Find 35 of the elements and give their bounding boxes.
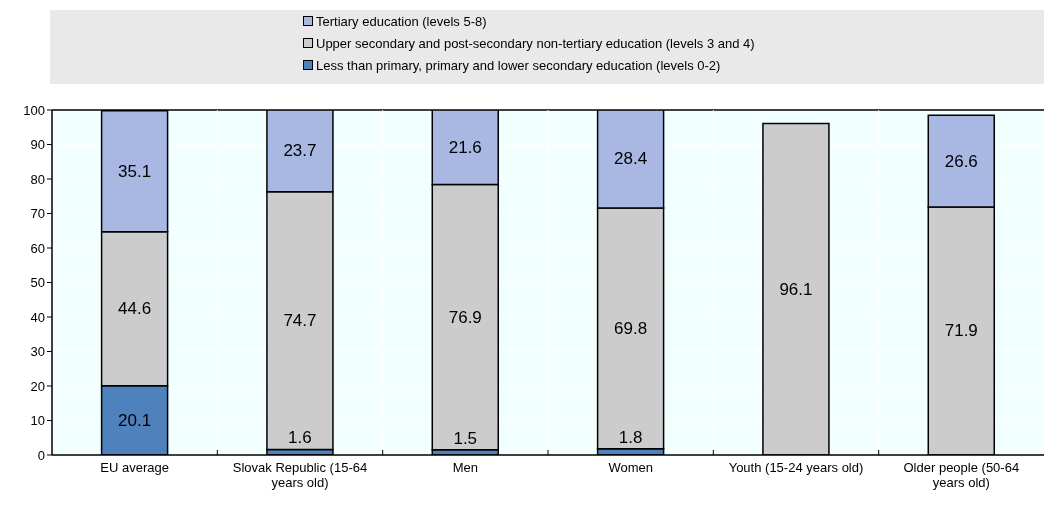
data-label: 1.5 xyxy=(453,428,478,448)
data-label: 21.6 xyxy=(448,137,482,157)
x-tick-label: Youth (15-24 years old) xyxy=(728,460,864,476)
data-label: 96.1 xyxy=(779,279,813,299)
data-label: 35.1 xyxy=(118,161,152,181)
data-label: 26.6 xyxy=(944,151,978,171)
data-label: 71.9 xyxy=(944,321,978,341)
data-label: 44.6 xyxy=(118,299,152,319)
data-label: 23.7 xyxy=(283,141,317,161)
x-tick-label: EU average xyxy=(100,460,169,476)
data-label: 28.4 xyxy=(614,149,648,169)
y-tick-label: 20 xyxy=(30,378,45,394)
data-label: 69.8 xyxy=(614,318,648,338)
y-tick-label: 90 xyxy=(30,137,45,153)
data-label: 76.9 xyxy=(448,307,482,327)
y-tick-label: 10 xyxy=(30,413,45,429)
y-tick-label: 70 xyxy=(30,206,45,222)
y-tick-label: 60 xyxy=(30,240,45,256)
data-label: 20.1 xyxy=(118,410,152,430)
x-tick-label: Older people (50-64 years old) xyxy=(903,460,1020,491)
data-label: 74.7 xyxy=(283,311,317,331)
y-tick-label: 30 xyxy=(30,344,45,360)
x-tick-label: Women xyxy=(608,460,653,476)
data-label: 1.6 xyxy=(288,428,312,448)
y-tick-label: 100 xyxy=(23,102,45,118)
legend-label: Upper secondary and post-secondary non-tertiary education (levels 3 and 4) xyxy=(316,35,755,51)
y-tick-label: 50 xyxy=(30,275,45,291)
data-label: 1.8 xyxy=(618,427,643,447)
y-tick-label: 0 xyxy=(37,447,45,463)
y-tick-label: 40 xyxy=(30,309,45,325)
legend-label: Tertiary education (levels 5-8) xyxy=(316,13,487,29)
x-tick-label: Men xyxy=(452,460,478,476)
legend-label: Less than primary, primary and lower secondary education (levels 0-2) xyxy=(316,57,721,73)
x-tick-label: Slovak Republic (15-64 years old) xyxy=(232,460,368,491)
y-tick-label: 80 xyxy=(30,171,45,187)
